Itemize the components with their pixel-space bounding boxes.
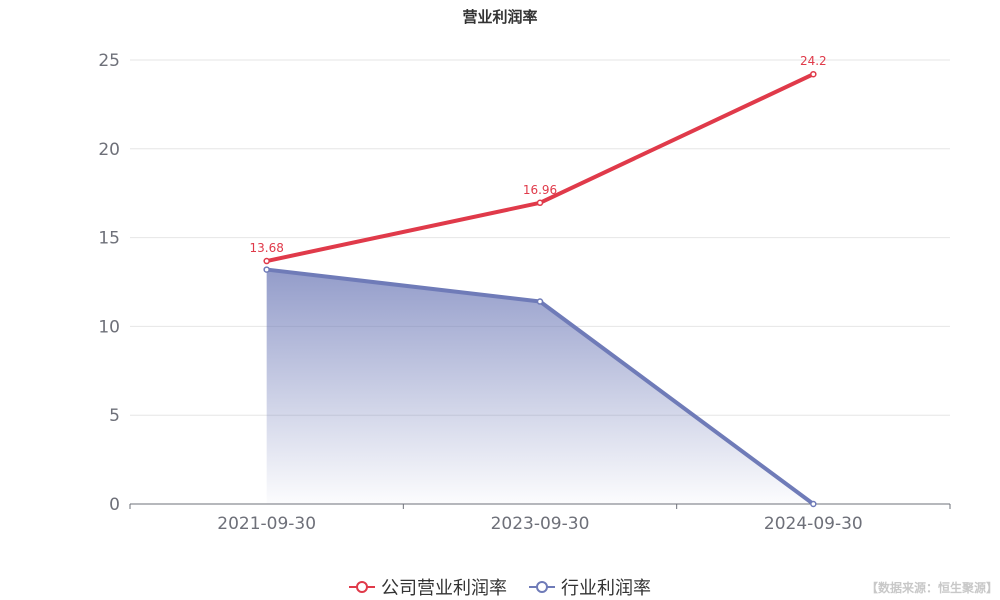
data-label: 24.2	[800, 54, 827, 68]
legend-label-company: 公司营业利润率	[381, 578, 507, 599]
data-point	[536, 199, 544, 207]
legend-item-company[interactable]: 公司营业利润率	[349, 574, 507, 600]
legend-marker-company-icon	[349, 581, 375, 593]
data-label: 16.96	[523, 183, 557, 197]
x-tick-label: 2021-09-30	[217, 514, 316, 534]
legend-item-industry[interactable]: 行业利润率	[529, 574, 651, 600]
series-area	[266, 269, 814, 504]
source-note: 【数据来源：恒生聚源】	[865, 581, 998, 595]
x-tick-label: 2023-09-30	[491, 514, 590, 534]
series-line	[266, 72, 815, 263]
legend-marker-industry-icon	[529, 581, 555, 593]
y-tick-label: 0	[109, 495, 120, 515]
y-tick-label: 5	[109, 406, 120, 426]
y-tick-label: 25	[98, 51, 120, 71]
y-tick-label: 10	[98, 317, 120, 337]
x-tick-label: 2024-09-30	[764, 514, 863, 534]
legend: 公司营业利润率 行业利润率	[0, 574, 1000, 600]
chart-title: 营业利润率	[462, 8, 538, 26]
data-point	[263, 266, 270, 273]
legend-label-industry: 行业利润率	[561, 578, 651, 599]
data-point	[810, 500, 817, 508]
data-point	[263, 257, 270, 265]
data-label: 13.68	[249, 241, 283, 255]
y-tick-label: 15	[98, 229, 120, 249]
data-point	[810, 70, 817, 78]
data-point	[536, 298, 544, 305]
y-tick-label: 20	[98, 140, 120, 160]
